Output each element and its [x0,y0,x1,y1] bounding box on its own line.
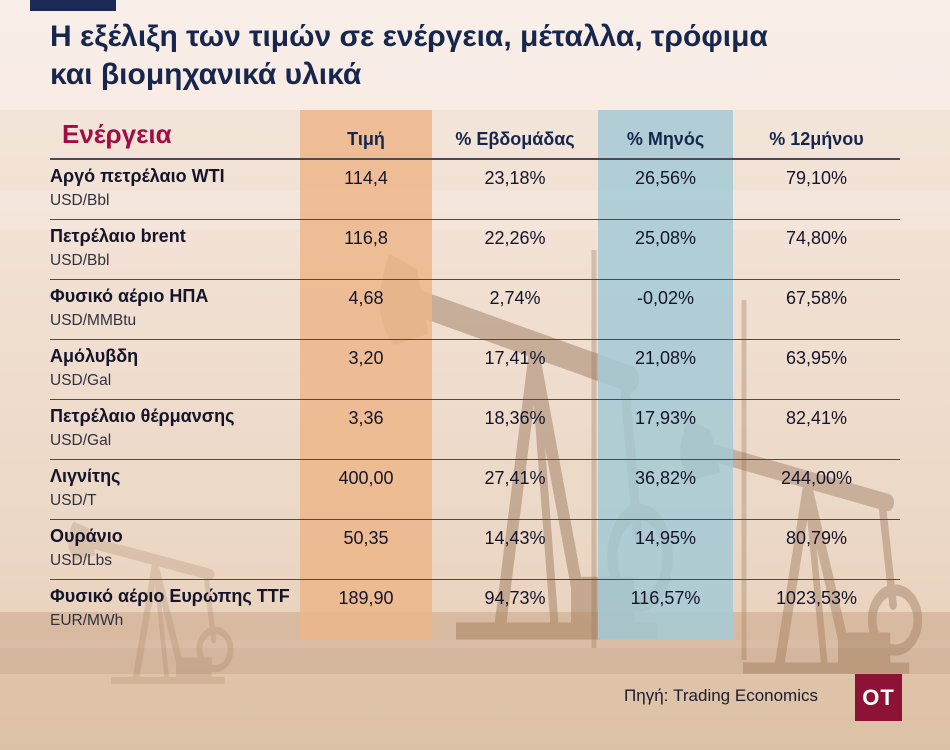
price-value: 3,20 [348,348,384,368]
commodity-name: Πετρέλαιο θέρμανσης [50,406,235,426]
ot-logo: OT [855,674,902,721]
price-value: 3,36 [348,408,384,428]
commodity-cell: Λιγνίτης USD/T [50,460,300,519]
commodity-unit: USD/Gal [50,371,112,389]
year-change: 74,80% [785,228,848,248]
commodity-name: Λιγνίτης [50,466,121,486]
price-column-band [300,110,432,640]
commodity-unit: USD/T [50,491,97,509]
commodity-unit: USD/Lbs [50,551,113,569]
column-header-price: Τιμή [347,129,385,149]
month-change: 116,57% [630,588,701,608]
section-title: Ενέργεια [62,119,172,149]
energy-price-table: Ενέργεια Τιμή % Εβδομάδας % Μηνός % 12μή… [50,110,900,640]
price-value: 116,8 [344,228,388,248]
week-change: 23,18% [484,168,546,188]
column-header-week: % Εβδομάδας [455,129,575,149]
month-change: 36,82% [634,468,697,488]
week-change: 22,26% [484,228,546,248]
commodity-cell: Φυσικό αέριο ΗΠΑ USD/MMBtu [50,280,300,339]
week-change: 27,41% [484,468,546,488]
commodity-cell: Αργό πετρέλαιο WTI USD/Bbl [50,160,300,219]
table-row: Φυσικό αέριο ΗΠΑ USD/MMBtu 4,68 2,74% -0… [50,280,900,340]
column-header-month: % Μηνός [626,129,705,149]
table-row: Ουράνιο USD/Lbs 50,35 14,43% 14,95% 80,7… [50,520,900,580]
price-value: 4,68 [348,288,384,308]
table-row: Πετρέλαιο θέρμανσης USD/Gal 3,36 18,36% … [50,400,900,460]
commodity-unit: USD/Gal [50,431,112,449]
page-title-line-1: Η εξέλιξη των τιμών σε ενέργεια, μέταλλα… [50,20,768,53]
commodity-cell: Φυσικό αέριο Ευρώπης TTF EUR/MWh [50,580,300,640]
commodity-name: Φυσικό αέριο ΗΠΑ [50,286,209,306]
table-row: Αργό πετρέλαιο WTI USD/Bbl 114,4 23,18% … [50,160,900,220]
month-change: -0,02% [636,288,695,308]
year-change: 67,58% [785,288,848,308]
commodity-cell: Ουράνιο USD/Lbs [50,520,300,579]
table-row: Λιγνίτης USD/T 400,00 27,41% 36,82% 244,… [50,460,900,520]
commodity-cell: Πετρέλαιο brent USD/Bbl [50,220,300,279]
month-change: 14,95% [634,528,697,548]
commodity-unit: USD/Bbl [50,191,110,209]
week-change: 14,43% [484,528,546,548]
column-header-year: % 12μήνου [769,129,864,149]
price-value: 114,4 [344,168,388,188]
commodity-unit: USD/MMBtu [50,311,137,329]
page-title: Η εξέλιξη των τιμών σε ενέργεια, μέταλλα… [50,18,930,95]
commodity-cell: Πετρέλαιο θέρμανσης USD/Gal [50,400,300,459]
week-change: 17,41% [484,348,546,368]
source-credit: Πηγή: Trading Economics [623,686,818,705]
commodity-cell: Αμόλυβδη USD/Gal [50,340,300,399]
year-change: 80,79% [785,528,848,548]
year-change: 244,00% [780,468,853,488]
table-row: Πετρέλαιο brent USD/Bbl 116,8 22,26% 25,… [50,220,900,280]
corner-brand-mark [30,0,116,11]
month-change: 26,56% [634,168,697,188]
price-value: 400,00 [338,468,394,488]
commodity-unit: EUR/MWh [50,611,124,629]
table-row: Αμόλυβδη USD/Gal 3,20 17,41% 21,08% 63,9… [50,340,900,400]
commodity-name: Αργό πετρέλαιο WTI [50,166,225,186]
commodity-unit: USD/Bbl [50,251,110,269]
price-value: 189,90 [338,588,394,608]
month-change: 25,08% [634,228,697,248]
year-change: 63,95% [785,348,848,368]
month-column-band [598,110,733,640]
table-header-row: Ενέργεια Τιμή % Εβδομάδας % Μηνός % 12μή… [50,110,900,160]
month-change: 21,08% [634,348,697,368]
year-change: 82,41% [785,408,848,428]
week-change: 2,74% [489,288,541,308]
week-change: 94,73% [484,588,546,608]
year-change: 1023,53% [775,588,858,608]
table-row: Φυσικό αέριο Ευρώπης TTF EUR/MWh 189,90 … [50,580,900,640]
commodity-name: Αμόλυβδη [50,346,139,366]
commodity-name: Ουράνιο [50,526,123,546]
page-title-line-2: και βιομηχανικά υλικά [50,58,362,92]
month-change: 17,93% [634,408,697,428]
price-value: 50,35 [343,528,389,548]
commodity-name: Φυσικό αέριο Ευρώπης TTF [50,586,290,606]
week-change: 18,36% [484,408,546,428]
commodity-name: Πετρέλαιο brent [50,226,186,246]
year-change: 79,10% [785,168,848,188]
